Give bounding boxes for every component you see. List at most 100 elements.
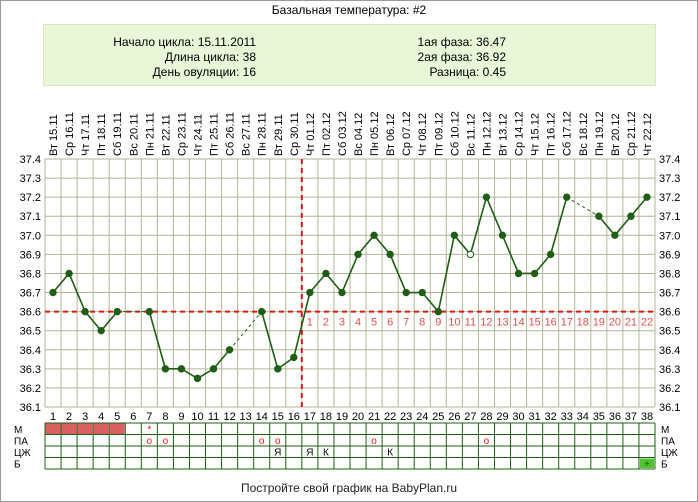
y-tick-label-left: 36.7 xyxy=(20,288,41,300)
day-number-label: 20 xyxy=(352,411,364,423)
day-number-label: 24 xyxy=(416,411,428,423)
day-number-label: 1 xyxy=(50,411,56,423)
phase2-day-label: 18 xyxy=(577,317,589,329)
temperature-point xyxy=(97,326,105,335)
bottom-cell-mark: o xyxy=(259,436,265,447)
temperature-point xyxy=(354,250,362,259)
temperature-point xyxy=(563,193,571,201)
day-number-label: 21 xyxy=(368,411,380,423)
date-label: Вт 06.12 xyxy=(385,113,397,156)
y-tick-label-right: 37.4 xyxy=(659,154,680,166)
bottom-row-label-right: Б xyxy=(661,460,668,471)
y-tick-label-left: 36.3 xyxy=(20,364,41,376)
temperature-point xyxy=(627,212,635,220)
temperature-point xyxy=(498,231,507,240)
temperature-line xyxy=(614,215,632,236)
day-number-label: 13 xyxy=(240,411,252,423)
bottom-cell-mark: o xyxy=(275,436,281,447)
temperature-line xyxy=(373,234,391,255)
temperature-line xyxy=(84,311,102,332)
phase2-day-label: 1 xyxy=(307,317,313,329)
temperature-line xyxy=(148,311,167,370)
phase2-day-label: 19 xyxy=(593,317,605,329)
day-number-label: 33 xyxy=(561,411,573,423)
date-label: Чт 15.12 xyxy=(530,113,542,156)
temperature-point xyxy=(514,269,523,278)
y-tick-label-right: 36.5 xyxy=(659,326,680,338)
bottom-row-label-left: Б xyxy=(14,460,21,471)
y-tick-label-left: 37.3 xyxy=(20,173,41,185)
phase2-day-label: 2 xyxy=(323,317,329,329)
date-label: Вт 15.11 xyxy=(48,114,60,156)
menstruation-cell xyxy=(61,423,77,434)
y-tick-label-right: 37.0 xyxy=(659,230,680,242)
temperature-point xyxy=(193,374,202,383)
date-label: Чт 08.12 xyxy=(417,113,429,156)
temperature-line xyxy=(260,311,279,370)
date-label: Чт 24.11 xyxy=(193,114,205,156)
temperature-line xyxy=(421,292,439,313)
bottom-row-label-left: ПА xyxy=(14,437,28,448)
temperature-point xyxy=(177,365,186,373)
menstruation-cell xyxy=(109,423,125,434)
day-number-label: 25 xyxy=(432,411,444,423)
date-label: Пт 02.12 xyxy=(321,112,333,156)
temperature-line xyxy=(389,254,407,293)
day-number-label: 2 xyxy=(66,411,72,423)
bottom-cell-mark: Я xyxy=(274,448,281,459)
day-number-label: 16 xyxy=(288,411,300,423)
temperature-line xyxy=(598,215,616,236)
bottom-cell-mark: o xyxy=(163,436,169,447)
date-label: Пн 19.12 xyxy=(594,111,606,156)
day-number-label: 11 xyxy=(208,411,219,423)
date-label: Вт 22.11 xyxy=(160,114,172,156)
date-label: Чт 17.11 xyxy=(80,114,92,156)
date-label: Вс 20.11 xyxy=(128,113,140,156)
date-label: Ср 07.12 xyxy=(401,111,413,156)
day-number-label: 38 xyxy=(641,411,653,423)
bottom-cell-mark: К xyxy=(387,448,393,459)
date-label: Пн 21.11 xyxy=(144,112,156,156)
date-label: Пт 09.12 xyxy=(433,112,445,156)
date-label: Ср 21.12 xyxy=(626,111,638,156)
phase2-day-label: 10 xyxy=(448,317,460,329)
temperature-point xyxy=(49,288,57,297)
temperature-point xyxy=(466,250,475,259)
temperature-line xyxy=(469,196,488,255)
bottom-cell-mark: * xyxy=(147,425,151,436)
bottom-row-label-left: ЦЖ xyxy=(14,448,31,459)
temperature-point xyxy=(546,250,555,259)
bottom-cell-mark: o xyxy=(371,436,377,447)
y-tick-label-left: 36.1 xyxy=(20,402,41,414)
y-tick-label-left: 36.8 xyxy=(20,268,41,280)
day-number-label: 23 xyxy=(400,411,412,423)
temperature-line xyxy=(630,196,648,217)
phase2-day-label: 3 xyxy=(339,317,345,329)
temperature-point xyxy=(225,346,234,354)
y-tick-label-right: 36.3 xyxy=(659,364,680,376)
date-label: Чт 22.12 xyxy=(642,113,654,156)
temperature-point xyxy=(113,307,121,316)
cycle-info-panel: Начало цикла: 15.11.2011 Длина цикла: 38… xyxy=(43,24,656,86)
temperature-gap-line xyxy=(229,311,263,351)
bottom-cell-mark: o xyxy=(484,436,490,447)
footer-link[interactable]: Постройте свой график на BabyPlan.ru xyxy=(240,481,458,495)
phase2-day-label: 21 xyxy=(625,317,637,329)
temperature-line xyxy=(437,235,456,312)
temperature-point xyxy=(402,288,410,297)
temperature-point xyxy=(482,193,491,201)
menstruation-cell xyxy=(77,423,93,434)
day-number-label: 4 xyxy=(98,411,104,423)
temperature-line xyxy=(325,272,343,294)
y-tick-label-left: 37.1 xyxy=(20,211,41,223)
date-label: Ср 14.12 xyxy=(514,111,526,156)
temperature-line xyxy=(68,273,86,312)
temperature-point xyxy=(530,269,539,278)
pregnancy-test-cell xyxy=(639,458,654,468)
bottom-cell-mark: o xyxy=(147,436,153,447)
y-tick-label-right: 37.1 xyxy=(659,211,680,223)
date-label: Вс 04.12 xyxy=(353,113,365,156)
phase2-text: 2ая фаза: 36.92 xyxy=(417,50,506,64)
day-number-label: 15 xyxy=(272,411,284,423)
temperature-line xyxy=(533,253,552,274)
